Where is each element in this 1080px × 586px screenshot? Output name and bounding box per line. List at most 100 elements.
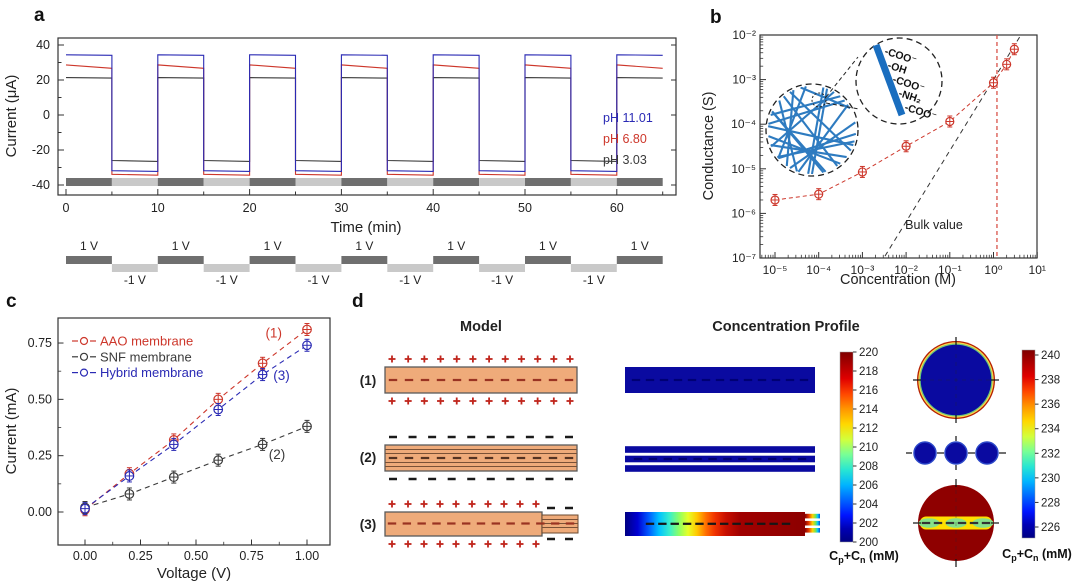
voltage-pos-label: 1 V xyxy=(539,239,557,253)
legend-entry: pH 3.03 xyxy=(603,153,647,167)
x-tick-label: 0.75 xyxy=(239,549,263,563)
x-tick-label: 30 xyxy=(334,201,348,215)
y-tick-label: 10⁻⁶ xyxy=(731,206,756,220)
panel-b-ticks: 10⁻⁵ 10⁻⁴ 10⁻³ 10⁻² 10⁻¹ 10⁰ 10¹ 10⁻² 10⁻³ 10⁻⁴ 10… xyxy=(731,28,1046,277)
colorbar-tick-label: 214 xyxy=(859,404,879,416)
model-1-single-channel xyxy=(384,355,578,405)
x-tick-label: 0.50 xyxy=(184,549,208,563)
voltage-neg-label: -1 V xyxy=(124,273,146,287)
x-tick-label: 1.00 xyxy=(295,549,319,563)
panel-d-label: d xyxy=(352,291,364,312)
panel-b-ylabel: Conductance (S) xyxy=(701,92,717,201)
panel-a-xlabel: Time (min) xyxy=(330,219,401,236)
trace-pH-11.01 xyxy=(65,54,663,172)
colorbar-tick-label: 218 xyxy=(859,366,878,378)
zoom-source-circle xyxy=(811,92,827,108)
membrane-inset: -COO⁻-OH-COO⁻-NH₂-COO⁻ xyxy=(765,37,943,177)
x-tick-label: 10⁻⁴ xyxy=(806,263,831,277)
y-tick-label: 10⁻² xyxy=(732,28,756,42)
bulk-value-label: Bulk value xyxy=(905,218,963,232)
colorbar-tick-label: 232 xyxy=(1041,448,1060,460)
panel-a-ylabel: Current (μA) xyxy=(3,75,20,158)
profile-column-header: Concentration Profile xyxy=(712,319,859,335)
model-2-multilayer xyxy=(384,435,578,481)
legend-entry: pH 11.01 xyxy=(603,111,653,125)
cross-section-3 xyxy=(913,479,999,567)
colorbar-left: 200 202 204 206 208 210 212 214 216 218 220 Cp+Cn (… xyxy=(829,347,899,565)
voltage-program: 1 V 1 V 1 V 1 V 1 V 1 V 1 V -1 V -1 V -1 V -1 V -1 … xyxy=(66,239,663,287)
series-SNF-membrane xyxy=(80,419,312,514)
y-tick-label: 10⁻⁵ xyxy=(731,162,756,176)
panel-c-ylabel: Current (mA) xyxy=(3,388,20,475)
cross-section-1 xyxy=(913,337,999,423)
current-traces xyxy=(65,54,663,176)
profile-2-bars xyxy=(625,446,815,472)
voltage-pos-label: 1 V xyxy=(172,239,190,253)
panel-c-label: c xyxy=(6,291,17,312)
trace-pH-6.80 xyxy=(65,64,663,176)
series-annotation: (1) xyxy=(265,325,282,340)
colorbar-tick-label: 202 xyxy=(859,518,878,530)
x-tick-label: 60 xyxy=(610,201,624,215)
panel-a-label: a xyxy=(34,5,45,26)
panel-c-axes xyxy=(57,317,331,546)
functional-group-label: -OH xyxy=(886,59,908,76)
colorbar-tick-label: 200 xyxy=(859,537,878,549)
voltage-pos-label: 1 V xyxy=(355,239,373,253)
voltage-neg-label: -1 V xyxy=(491,273,513,287)
voltage-pos-label: 1 V xyxy=(631,239,649,253)
model-column-header: Model xyxy=(460,319,502,335)
voltage-neg-label: -1 V xyxy=(216,273,238,287)
x-tick-label: 10⁻¹ xyxy=(938,263,962,277)
y-tick-label: 10⁻⁴ xyxy=(731,117,756,131)
voltage-neg-label: -1 V xyxy=(399,273,421,287)
y-tick-label: 0.75 xyxy=(28,336,52,350)
row-label: (3) xyxy=(360,517,377,532)
y-tick-label: 0.00 xyxy=(28,505,52,519)
colorbar-tick-label: 204 xyxy=(859,499,879,511)
profile-3-gradient-bar xyxy=(625,512,820,536)
y-tick-label: 0.25 xyxy=(28,449,52,463)
panel-b-xlabel: Concentration (M) xyxy=(840,272,956,288)
panel-a-legend: pH 11.01 pH 6.80 pH 3.03 xyxy=(603,111,653,167)
colorbar-tick-label: 216 xyxy=(859,385,878,397)
row-label: (1) xyxy=(360,373,377,388)
colorbar-tick-label: 240 xyxy=(1041,350,1060,362)
y-tick-label: 10⁻³ xyxy=(732,73,756,87)
voltage-neg-label: -1 V xyxy=(583,273,605,287)
colorbar-tick-label: 210 xyxy=(859,442,878,454)
colorbar-tick-label: 208 xyxy=(859,461,878,473)
x-tick-label: 0.25 xyxy=(128,549,152,563)
colorbar-tick-label: 206 xyxy=(859,480,878,492)
profile-1-bar xyxy=(625,367,815,393)
panel-d-diagram: Model Concentration Profile(1)(2)(3)20020… xyxy=(360,319,1072,567)
x-tick-label: 20 xyxy=(243,201,257,215)
colorbar-axis-label: Cp+Cn (mM) xyxy=(829,549,899,565)
conductance-points xyxy=(770,43,1019,206)
legend-entry: SNF membrane xyxy=(100,349,192,364)
colorbar-right: 226 228 230 232 234 236 238 240 Cp+Cn (mM) xyxy=(1002,349,1072,563)
panel-c-chart: 0.00 0.25 0.50 0.75 1.00 0.00 0.25 0.50 0.75 (1) (… xyxy=(3,317,331,582)
trace-pH-3.03 xyxy=(65,77,663,162)
x-tick-label: 10⁰ xyxy=(984,263,1002,277)
y-tick-label: 20 xyxy=(36,73,50,87)
colorbar-tick-label: 226 xyxy=(1041,522,1060,534)
y-tick-label: 0 xyxy=(43,108,50,122)
x-tick-label: 10 xyxy=(151,201,165,215)
model-3-hybrid xyxy=(384,500,579,548)
voltage-neg-label: -1 V xyxy=(307,273,329,287)
conductance-curve xyxy=(774,48,1015,201)
voltage-pos-label: 1 V xyxy=(80,239,98,253)
colorbar-axis-label: Cp+Cn (mM) xyxy=(1002,547,1072,563)
nanofiber-rod xyxy=(872,43,906,117)
x-tick-label: 10⁻³ xyxy=(851,263,875,277)
panel-b-label: b xyxy=(710,7,722,28)
panel-c-xlabel: Voltage (V) xyxy=(157,565,231,582)
y-tick-label: 10⁻⁷ xyxy=(732,251,756,265)
voltage-pos-label: 1 V xyxy=(264,239,282,253)
colorbar-tick-label: 212 xyxy=(859,423,878,435)
legend-entry: pH 6.80 xyxy=(603,132,647,146)
